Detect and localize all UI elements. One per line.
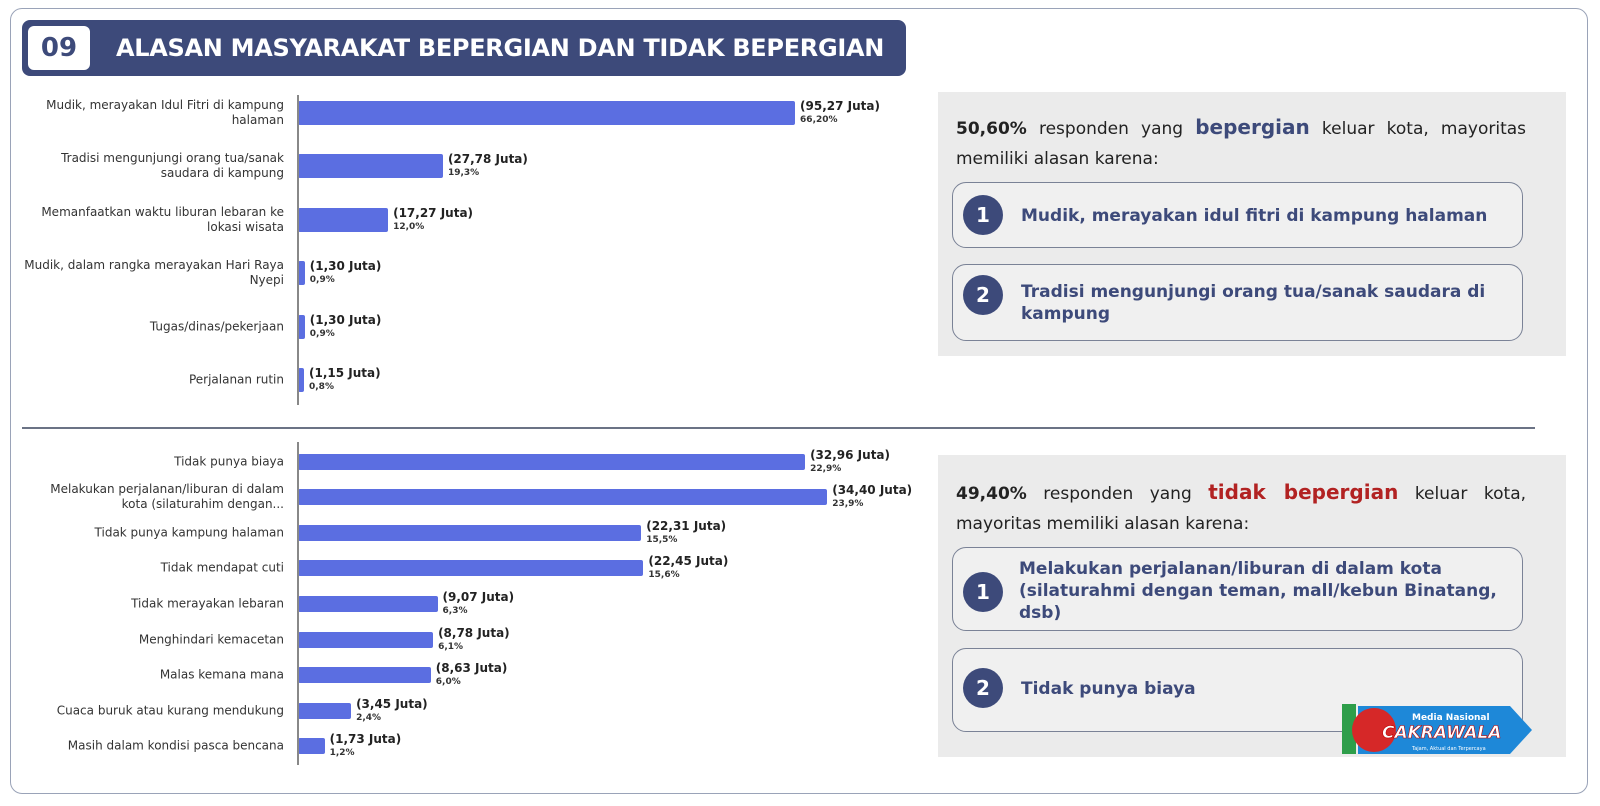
percent-label: 0,9%	[309, 275, 335, 286]
logo-shape	[1342, 704, 1356, 754]
header-bar	[22, 20, 906, 76]
value-label: (17,27 Juta)	[393, 205, 474, 220]
category-label: Memanfaatkan waktu liburan lebaran ke lo…	[41, 204, 284, 234]
logo-shape	[1352, 708, 1396, 752]
lead-highlight: bepergian	[1195, 115, 1310, 139]
bar	[298, 631, 434, 648]
lead-percent: 50,60%	[956, 119, 1027, 139]
category-label: Mudik, merayakan Idul Fitri di kampung h…	[46, 97, 284, 127]
lead-percent: 49,40%	[956, 484, 1027, 504]
header-number: 09	[28, 26, 90, 70]
category-label: Tidak merayakan lebaran	[131, 596, 284, 611]
reason-number: 2	[963, 668, 1003, 708]
frame	[10, 8, 1588, 794]
category-label: Mudik, dalam rangka merayakan Hari Raya …	[24, 258, 284, 288]
reason-box	[952, 547, 1523, 631]
category-label: Tidak punya kampung halaman	[94, 525, 284, 540]
value-label: (32,96 Juta)	[810, 447, 891, 462]
value-label: (1,30 Juta)	[309, 259, 382, 274]
bar	[298, 207, 389, 232]
value-label: (22,45 Juta)	[648, 554, 729, 569]
logo-shape	[1358, 706, 1532, 754]
reason-text: Tradisi mengunjungi orang tua/sanak saud…	[1021, 282, 1486, 324]
reason-number: 1	[963, 195, 1003, 235]
value-label: (95,27 Juta)	[800, 98, 880, 113]
percent-label: 15,6%	[648, 570, 680, 581]
percent-label: 23,9%	[832, 499, 864, 510]
value-label: (8,63 Juta)	[435, 661, 508, 676]
value-label: (27,78 Juta)	[447, 152, 528, 167]
percent-label: 12,0%	[393, 221, 425, 232]
percent-label: 2,4%	[356, 712, 382, 723]
logo-top: Media Nasional	[1412, 713, 1490, 723]
logo-name: CAKRAWALA	[1382, 723, 1501, 743]
category-label: Masih dalam kondisi pasca bencana	[67, 738, 284, 753]
value-label: (34,40 Juta)	[832, 483, 913, 498]
bar	[298, 702, 352, 719]
value-label: (22,31 Juta)	[646, 518, 727, 533]
category-label: Tradisi mengunjungi orang tua/sanak saud…	[61, 151, 284, 181]
axis-line	[297, 442, 299, 765]
bar	[298, 154, 443, 179]
value-label: (9,07 Juta)	[442, 590, 515, 604]
bar	[298, 489, 828, 506]
percent-label: 0,8%	[309, 382, 334, 393]
category-label: Tidak mendapat cuti	[160, 560, 284, 575]
lead-text: keluar kota, mayoritas memiliki alasan k…	[956, 484, 1527, 534]
value-label: (1,15 Juta)	[309, 366, 381, 381]
category-label: Melakukan perjalanan/liburan di dalam ko…	[50, 482, 284, 512]
bar	[298, 524, 642, 541]
reason-text: Melakukan perjalanan/liburan di dalam ko…	[1019, 559, 1497, 623]
panel-lead: 50,60% responden yang bepergian keluar k…	[956, 112, 1526, 174]
percent-label: 1,2%	[329, 748, 355, 759]
axis-line	[297, 95, 299, 405]
category-label: Tidak punya biaya	[174, 454, 284, 469]
reason-number: 1	[963, 572, 1003, 612]
bar	[298, 560, 644, 577]
bar	[298, 738, 325, 755]
bar	[298, 596, 438, 612]
percent-label: 19,3%	[447, 168, 480, 179]
reason-text: Mudik, merayakan idul fitri di kampung h…	[1021, 206, 1488, 226]
lead-highlight: tidak bepergian	[1208, 480, 1399, 504]
lead-text: keluar kota, mayoritas memiliki alasan k…	[956, 119, 1527, 169]
percent-label: 66,20%	[800, 114, 838, 125]
category-label: Menghindari kemacetan	[138, 632, 284, 647]
percent-label: 0,9%	[309, 328, 335, 339]
percent-label: 6,3%	[442, 606, 468, 616]
value-label: (8,78 Juta)	[438, 625, 510, 640]
lead-text: responden yang	[1043, 484, 1192, 504]
bar	[298, 314, 305, 339]
logo-tagline: Tajam, Aktual dan Terpercaya	[1411, 746, 1486, 752]
lead-text: responden yang	[1038, 119, 1184, 139]
bar	[298, 453, 806, 470]
category-label: Tugas/dinas/pekerjaan	[149, 319, 284, 334]
value-label: (1,30 Juta)	[309, 312, 382, 327]
reason-text: Tidak punya biaya	[1021, 679, 1196, 699]
header-title: ALASAN MASYARAKAT BEPERGIAN DAN TIDAK BE…	[116, 34, 885, 62]
logo: Media Nasional CAKRAWALA Tajam, Aktual d…	[1342, 704, 1532, 754]
value-label: (1,73 Juta)	[329, 732, 402, 747]
bar	[298, 368, 304, 393]
value-label: (3,45 Juta)	[356, 696, 428, 711]
category-label: Cuaca buruk atau kurang mendukung	[56, 703, 284, 718]
percent-label: 6,0%	[435, 677, 461, 688]
bar	[298, 261, 305, 286]
percent-label: 22,9%	[810, 463, 842, 474]
category-label: Perjalanan rutin	[188, 372, 284, 387]
reason-box	[952, 264, 1523, 341]
panel-lead: 49,40% responden yang tidak bepergian ke…	[956, 477, 1526, 539]
reason-box	[952, 182, 1523, 248]
bar	[298, 100, 796, 125]
percent-label: 15,5%	[646, 534, 678, 545]
category-label: Malas kemana mana	[159, 667, 284, 682]
separator	[22, 427, 1535, 429]
bar	[298, 667, 431, 684]
percent-label: 6,1%	[438, 641, 464, 652]
reason-number: 2	[963, 275, 1003, 315]
